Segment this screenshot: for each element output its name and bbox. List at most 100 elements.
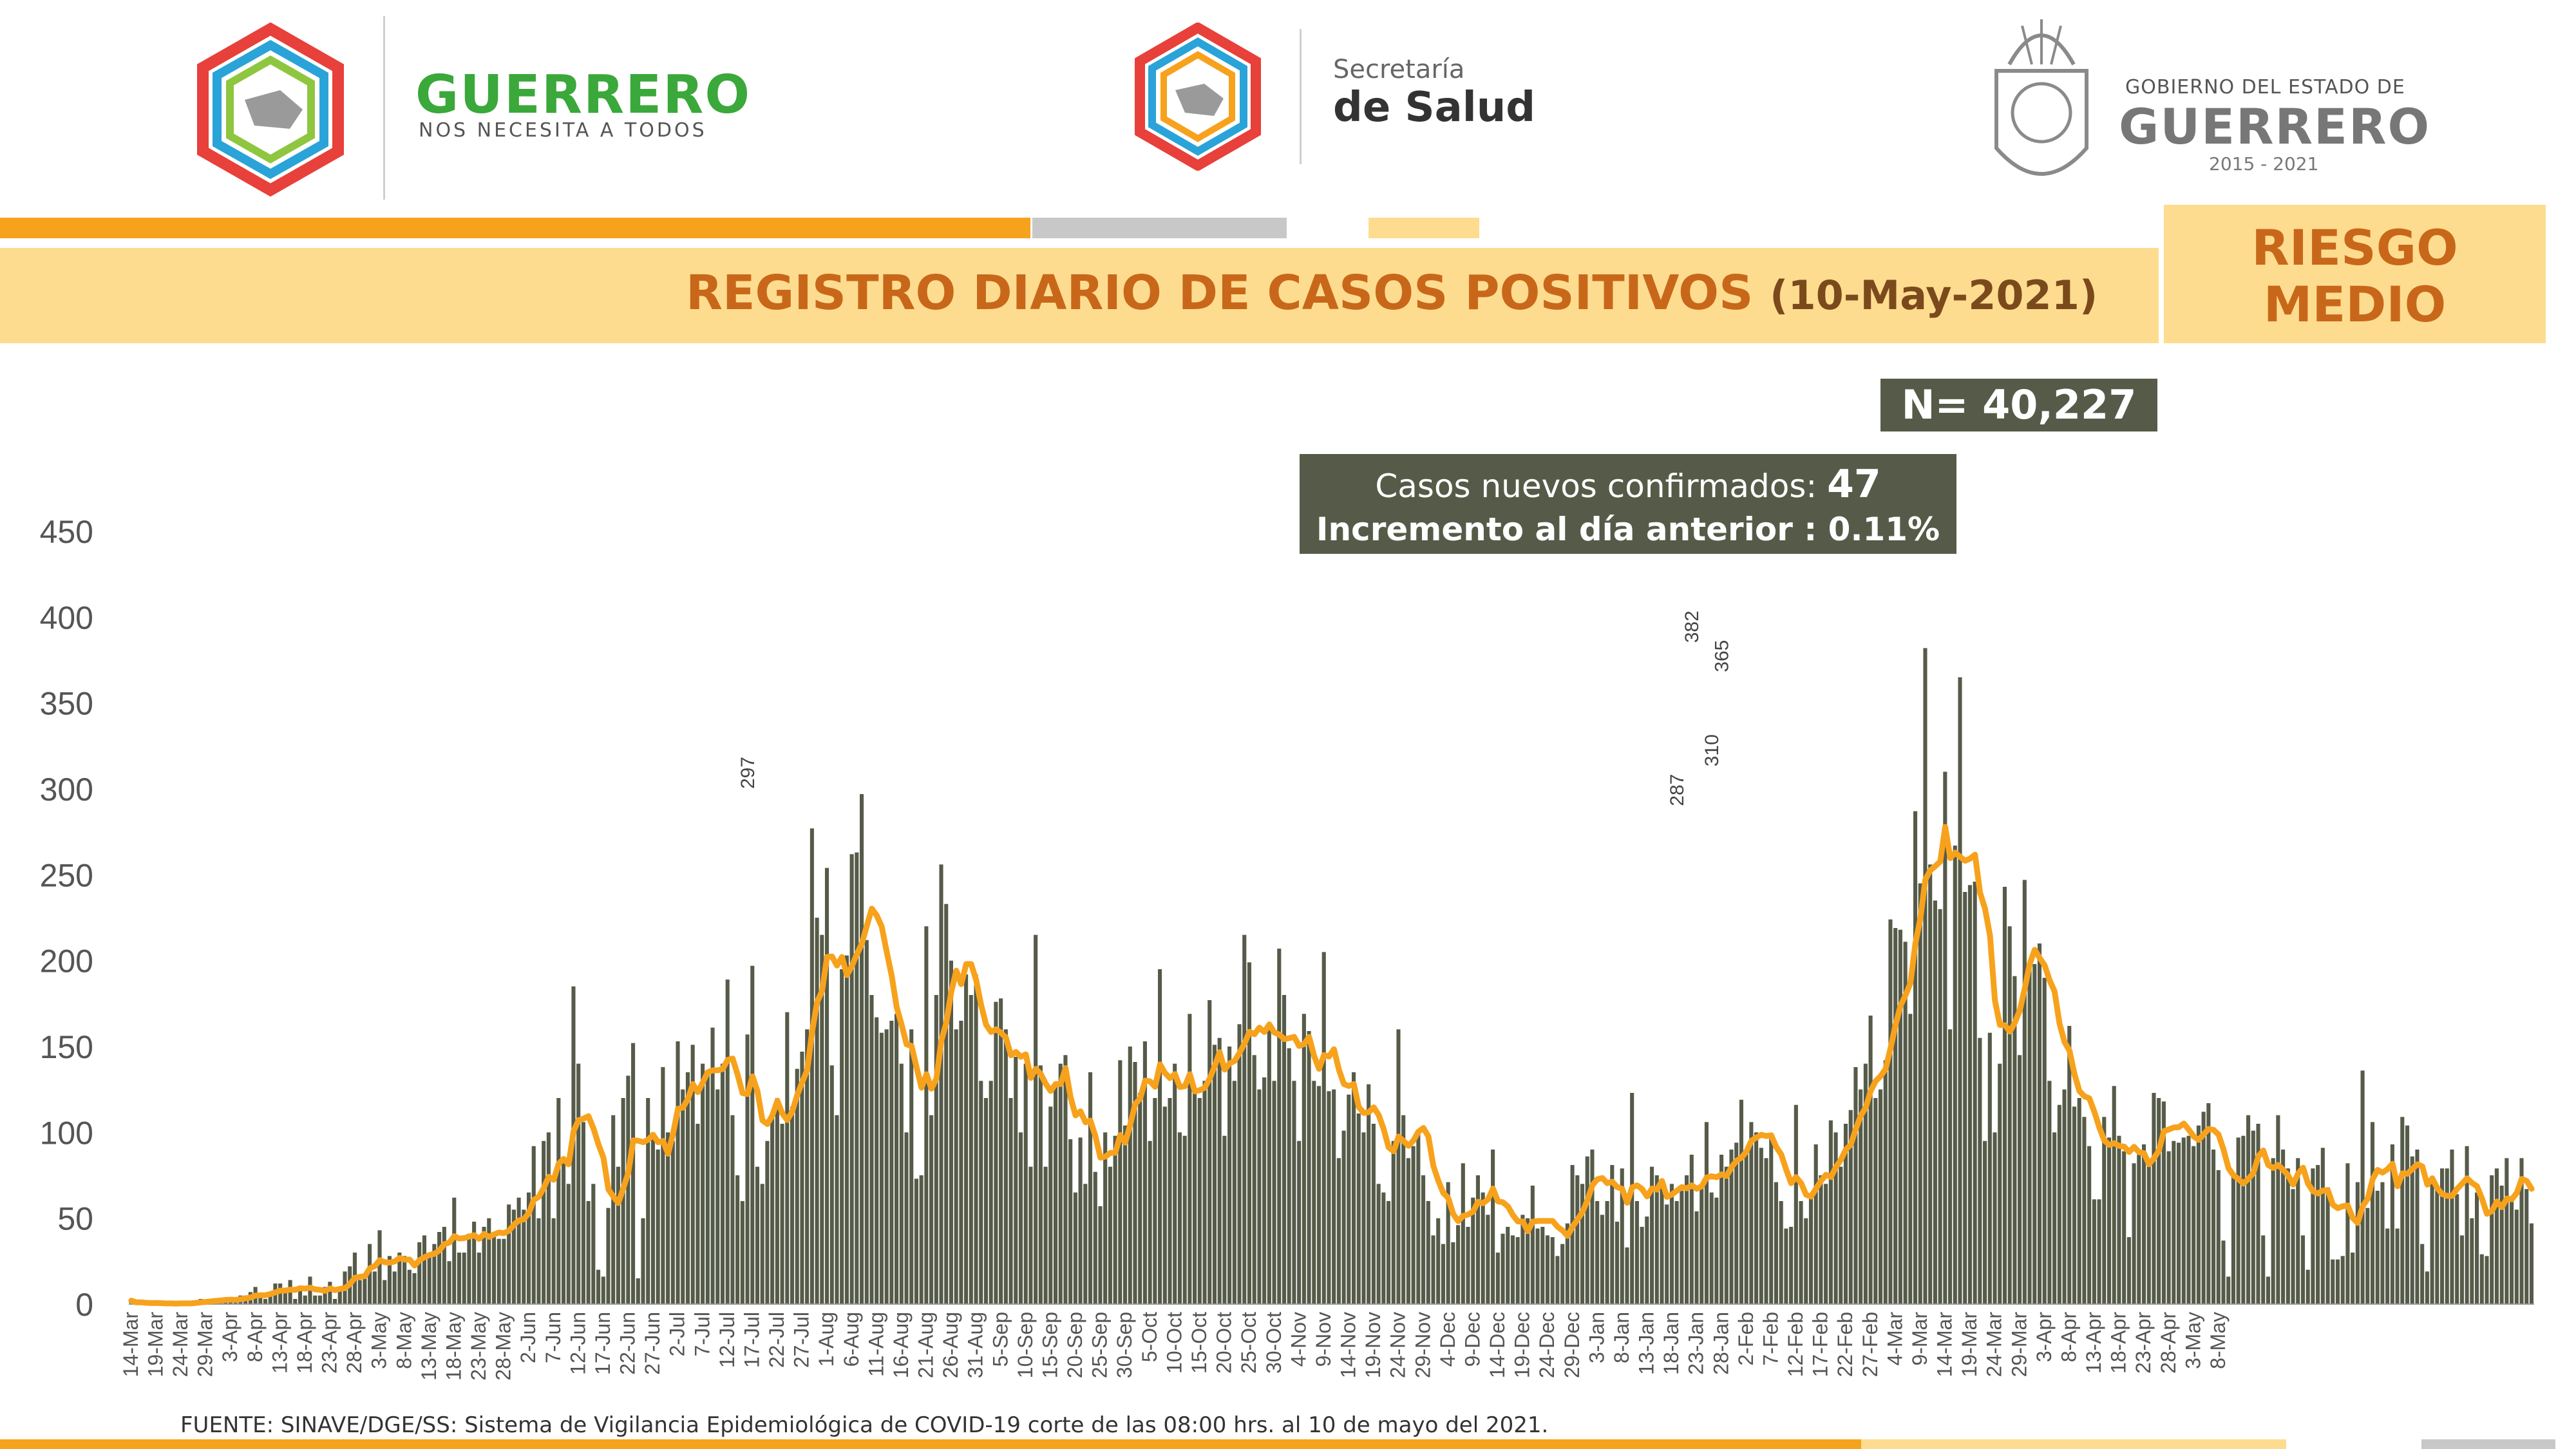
bar xyxy=(1138,1093,1142,1304)
bar xyxy=(437,1232,442,1304)
bar xyxy=(1779,1201,1783,1304)
bar xyxy=(606,1208,611,1304)
bar xyxy=(1421,1175,1426,1304)
x-tick-label: 18-Jan xyxy=(1660,1312,1683,1375)
increment-label: Incremento al día anterior : xyxy=(1316,511,1828,548)
bar xyxy=(402,1256,407,1304)
x-tick-label: 9-Dec xyxy=(1461,1312,1484,1367)
bar xyxy=(944,904,949,1304)
bar xyxy=(1555,1256,1560,1304)
bar xyxy=(2082,1117,2087,1304)
bar xyxy=(1242,934,1247,1304)
bar xyxy=(2146,1163,2151,1304)
bar xyxy=(983,1098,989,1304)
bar xyxy=(2077,1098,2081,1304)
bar xyxy=(2355,1182,2360,1304)
x-tick-label: 25-Sep xyxy=(1088,1312,1112,1378)
bar xyxy=(591,1184,596,1304)
bar xyxy=(1824,1184,1828,1304)
x-tick-label: 17-Jun xyxy=(591,1312,614,1375)
x-tick-label: 11-Aug xyxy=(864,1312,887,1377)
bar xyxy=(1774,1182,1779,1304)
bar xyxy=(1018,1132,1023,1304)
state-seal-icon xyxy=(1994,19,2088,176)
bar xyxy=(1043,1166,1048,1304)
bar xyxy=(1451,1242,1455,1304)
bar xyxy=(939,864,943,1304)
bar xyxy=(1987,1032,1992,1304)
bar xyxy=(636,1278,640,1304)
bar xyxy=(1685,1175,1689,1304)
bar xyxy=(775,1098,779,1304)
bar xyxy=(2365,1208,2370,1304)
bar xyxy=(2306,1269,2310,1304)
bar xyxy=(2002,887,2007,1304)
bar xyxy=(1277,949,1282,1304)
bar xyxy=(1491,1150,1495,1304)
bar xyxy=(646,1098,650,1304)
bar xyxy=(2340,1256,2345,1304)
bar xyxy=(2465,1146,2469,1304)
bar xyxy=(581,1122,585,1304)
bar xyxy=(283,1292,287,1304)
new-cases-box: Casos nuevos confirmados: 47 Incremento … xyxy=(1300,454,1956,554)
title-text: REGISTRO DIARIO DE CASOS POSITIVOS xyxy=(686,265,1754,321)
bar xyxy=(1535,1228,1540,1304)
bar xyxy=(1396,1029,1401,1304)
bar xyxy=(1068,1139,1073,1304)
bar xyxy=(1719,1155,1724,1304)
bar xyxy=(363,1276,367,1304)
bar xyxy=(1863,1063,1868,1304)
bar xyxy=(844,955,849,1304)
bar xyxy=(2246,1115,2251,1304)
bar xyxy=(1933,900,1937,1304)
bar xyxy=(442,1227,446,1304)
bar xyxy=(2351,1253,2355,1304)
bar xyxy=(1471,1197,1475,1304)
x-tick-label: 18-Apr xyxy=(2107,1312,2130,1374)
bar xyxy=(1188,1014,1192,1304)
bar xyxy=(1903,942,1908,1304)
bar xyxy=(2231,1175,2235,1304)
bar xyxy=(790,1106,795,1304)
bar xyxy=(1093,1171,1097,1304)
bar xyxy=(2137,1155,2141,1304)
x-tick-label: 4-Mar xyxy=(1883,1312,1906,1366)
bar xyxy=(1053,1084,1058,1304)
x-tick-label: 13-Apr xyxy=(2082,1312,2105,1374)
bottom-bar-yellow xyxy=(1861,1439,2286,1449)
bar xyxy=(1649,1166,1654,1304)
bar xyxy=(313,1295,317,1304)
bar xyxy=(2226,1276,2231,1304)
bar xyxy=(864,940,869,1304)
bar xyxy=(1749,1122,1754,1304)
bar xyxy=(2102,1117,2107,1304)
bar xyxy=(1411,1146,1416,1304)
bar xyxy=(715,1089,720,1304)
x-tick-label: 30-Sep xyxy=(1113,1312,1136,1378)
bar xyxy=(372,1271,377,1304)
bar xyxy=(2479,1254,2484,1304)
bar xyxy=(2316,1165,2320,1304)
bar xyxy=(1287,1048,1291,1304)
x-tick-label: 3-May xyxy=(2181,1312,2204,1369)
bar xyxy=(1321,952,1326,1304)
x-tick-label: 3-Apr xyxy=(218,1312,242,1363)
x-tick-label: 12-Feb xyxy=(1784,1312,1807,1377)
bar xyxy=(780,1124,784,1304)
bar xyxy=(258,1297,263,1304)
bar xyxy=(2107,1137,2112,1304)
bar xyxy=(2380,1182,2385,1304)
bar xyxy=(2018,1055,2022,1304)
bar xyxy=(1645,1217,1649,1304)
state-seal xyxy=(1971,6,2112,213)
bar xyxy=(1794,1104,1798,1304)
bar xyxy=(1212,1045,1217,1304)
bar xyxy=(337,1287,342,1304)
bar xyxy=(1808,1196,1814,1304)
risk-line2: MEDIO xyxy=(2263,276,2447,333)
bar xyxy=(1625,1247,1629,1304)
y-tick-label: 150 xyxy=(40,1029,93,1065)
bar xyxy=(546,1132,551,1304)
bar xyxy=(1615,1222,1620,1304)
